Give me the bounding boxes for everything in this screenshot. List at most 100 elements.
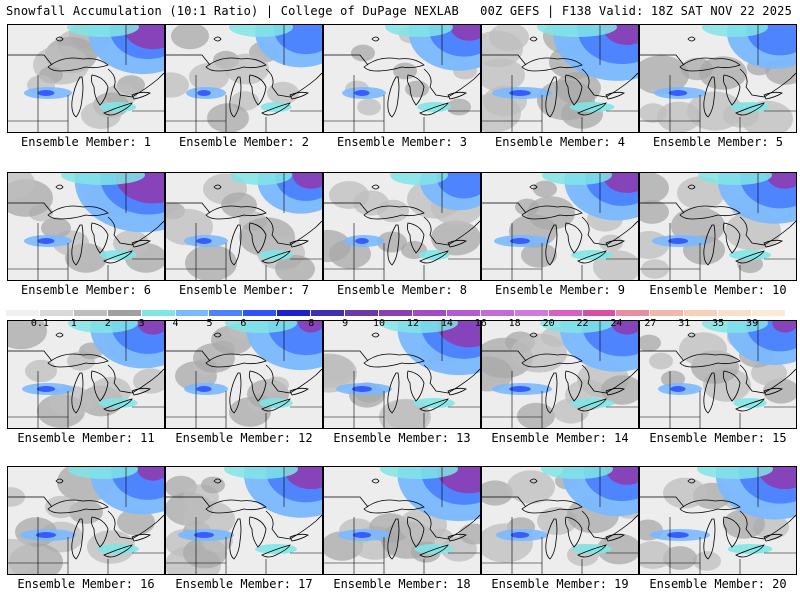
- legend-label: 3: [138, 318, 145, 329]
- lake-erie-outline: [103, 544, 133, 558]
- snowfall-field: [494, 173, 638, 280]
- lake-erie-outline: [419, 544, 449, 558]
- lake-huron-outline: [722, 370, 741, 402]
- lake-winnipeg-outline: [55, 478, 64, 484]
- lake-michigan-outline: [703, 372, 716, 414]
- lake-huron-outline: [722, 74, 741, 106]
- lake-superior-outline: [205, 57, 267, 72]
- state-lines: [482, 173, 638, 280]
- map-outline: [324, 25, 480, 132]
- snowfall-map-svg: [8, 467, 164, 574]
- snowfall-map-svg: [8, 173, 164, 280]
- lake-superior-outline: [363, 205, 425, 220]
- border-line: [482, 496, 638, 540]
- map-outline: [324, 321, 480, 428]
- legend-label: 20: [542, 318, 555, 329]
- legend-swatch: [379, 310, 413, 316]
- legend-swatch: [141, 310, 176, 316]
- lake-michigan-outline: [229, 372, 242, 414]
- state-lines: [8, 25, 164, 132]
- legend-swatch: [345, 310, 380, 316]
- lake-winnipeg-outline: [55, 36, 64, 42]
- ensemble-member-caption: Ensemble Member: 8: [336, 283, 468, 297]
- legend-label: 18: [508, 318, 521, 329]
- ensemble-member-map: [165, 320, 323, 429]
- lake-winnipeg-outline: [687, 36, 696, 42]
- state-lines: [8, 321, 164, 428]
- lake-superior-outline: [47, 57, 109, 72]
- lake-erie-outline: [261, 102, 291, 116]
- lake-michigan-outline: [545, 224, 558, 266]
- lake-michigan-outline: [229, 76, 242, 118]
- legend-swatch: [311, 310, 346, 316]
- snowfall-map-svg: [166, 467, 322, 574]
- map-outline: [640, 25, 796, 132]
- ensemble-member-caption: Ensemble Member: 16: [17, 577, 155, 591]
- legend-label: 5: [206, 318, 213, 329]
- legend-label: 0.1: [30, 318, 49, 329]
- legend-label: 24: [610, 318, 623, 329]
- lake-winnipeg-outline: [371, 36, 380, 42]
- legend-label: 16: [474, 318, 487, 329]
- lake-erie-outline: [419, 102, 449, 116]
- legend-swatch: [684, 310, 719, 316]
- state-lines: [482, 321, 638, 428]
- legend-swatch: [718, 310, 753, 316]
- lake-huron-outline: [248, 222, 267, 254]
- snowfall-map-svg: [166, 321, 322, 428]
- snowfall-field: [640, 25, 796, 132]
- state-lines: [166, 173, 322, 280]
- state-lines: [8, 173, 164, 280]
- lake-huron-outline: [90, 74, 109, 106]
- map-outline: [482, 321, 638, 428]
- lake-superior-outline: [679, 57, 741, 72]
- lake-erie-outline: [103, 250, 133, 264]
- border-line: [324, 54, 480, 98]
- legend-label: 39: [746, 318, 759, 329]
- lake-erie-outline: [577, 102, 607, 116]
- border-line: [640, 202, 796, 246]
- lake-erie-outline: [577, 544, 607, 558]
- legend-label: 27: [644, 318, 657, 329]
- lake-winnipeg-outline: [529, 184, 538, 190]
- lake-erie-outline: [419, 398, 449, 412]
- legend-label: 14: [440, 318, 453, 329]
- ensemble-member-caption: Ensemble Member: 15: [649, 431, 787, 445]
- border-line: [166, 496, 322, 540]
- lake-michigan-outline: [71, 76, 84, 118]
- lake-superior-outline: [205, 353, 267, 368]
- border-line: [482, 350, 638, 394]
- legend-swatch: [107, 310, 142, 316]
- ensemble-member-map: [7, 24, 165, 133]
- lake-huron-outline: [564, 516, 583, 548]
- lake-huron-outline: [722, 516, 741, 548]
- state-lines: [640, 25, 796, 132]
- legend-label: 35: [712, 318, 725, 329]
- lake-michigan-outline: [387, 372, 400, 414]
- lake-winnipeg-outline: [371, 184, 380, 190]
- border-line: [166, 350, 322, 394]
- lake-winnipeg-outline: [371, 478, 380, 484]
- snowfall-map-svg: [166, 25, 322, 132]
- ensemble-member-caption: Ensemble Member: 11: [17, 431, 155, 445]
- snowfall-map-svg: [324, 173, 480, 280]
- legend-swatch: [446, 310, 481, 316]
- map-outline: [166, 321, 322, 428]
- border-line: [8, 54, 164, 98]
- ensemble-member-caption: Ensemble Member: 18: [333, 577, 471, 591]
- state-lines: [482, 25, 638, 132]
- lake-michigan-outline: [71, 518, 84, 560]
- lake-winnipeg-outline: [213, 332, 222, 338]
- lake-huron-outline: [406, 74, 425, 106]
- model-valid-time: 00Z GEFS | F138 Valid: 18Z SAT NOV 22 20…: [480, 4, 792, 18]
- ensemble-member-map: [323, 466, 481, 575]
- lake-erie-outline: [261, 544, 291, 558]
- state-lines: [166, 467, 322, 574]
- lake-superior-outline: [363, 499, 425, 514]
- border-line: [8, 350, 164, 394]
- lake-huron-outline: [406, 370, 425, 402]
- ensemble-member-map: [639, 466, 797, 575]
- map-outline: [640, 467, 796, 574]
- ensemble-member-caption: Ensemble Member: 5: [652, 135, 784, 149]
- map-outline: [482, 467, 638, 574]
